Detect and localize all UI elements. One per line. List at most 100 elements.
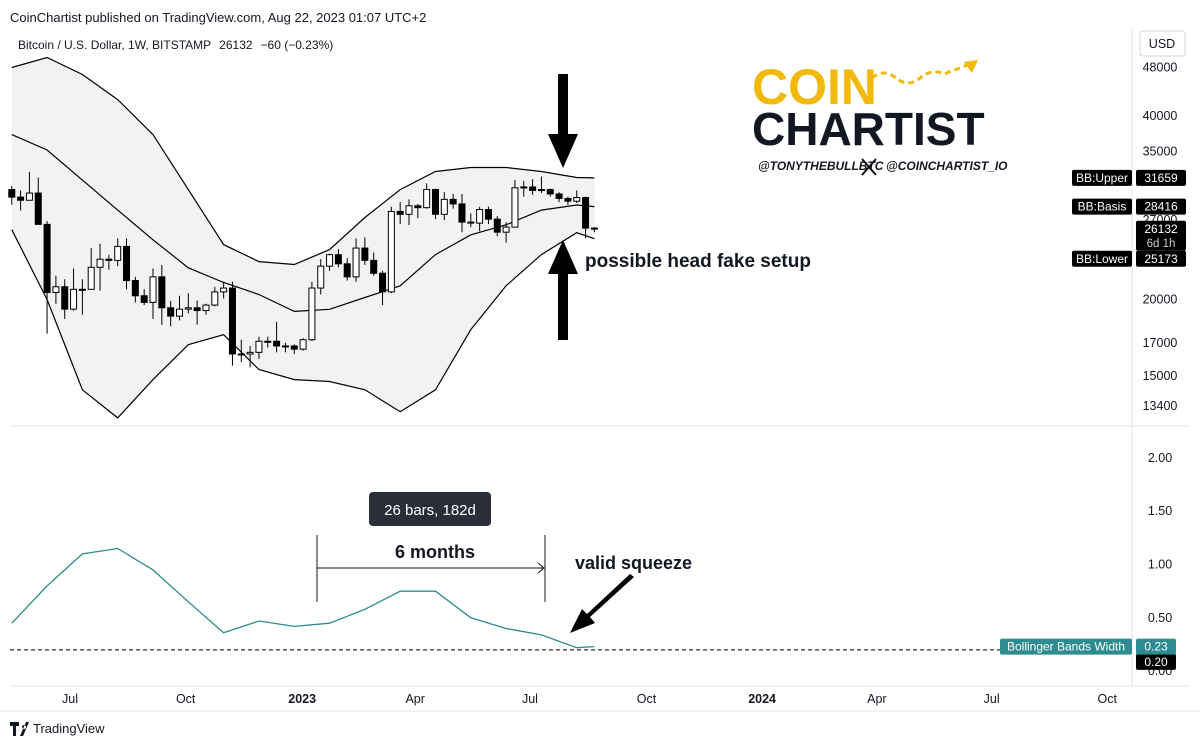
candle-body: [317, 265, 325, 289]
logo-handle: @TONYTHEBULLBTC: [758, 159, 884, 173]
series-value-tag-box: [1136, 638, 1176, 655]
candle-body: [405, 205, 413, 215]
plot-area: 4800040000350002700020000170001500013400…: [8, 56, 1186, 706]
candle-body: [175, 308, 183, 317]
candle-body: [493, 218, 501, 233]
down-arrow: [548, 74, 578, 168]
candle-body: [78, 288, 86, 291]
measure-label: 26 bars, 182d: [384, 502, 476, 519]
candle-body: [334, 254, 342, 265]
candle-body: [529, 186, 537, 191]
series-line: [11, 547, 595, 649]
candle-body: [149, 276, 157, 303]
candle-body: [361, 247, 369, 261]
candle-body: [273, 340, 281, 347]
band-name-tag-box: [1072, 250, 1132, 267]
logo-chartist: CHARTIST: [752, 103, 985, 155]
candle-body: [343, 263, 351, 278]
band-value-tag-box: [1136, 250, 1186, 267]
candle-body: [114, 245, 122, 261]
logo-arrow: [871, 62, 971, 85]
candle-body: [449, 198, 457, 205]
candle-body: [184, 307, 192, 310]
candle-body: [467, 221, 475, 224]
candle-body: [105, 258, 113, 261]
series-name-tag: Bollinger Bands Width: [1007, 640, 1125, 654]
band-name-tag: BB:Lower: [1076, 252, 1128, 266]
candle-body: [220, 287, 228, 293]
footer-logo: [10, 722, 29, 736]
y-tick-label: 40000: [1143, 109, 1178, 123]
candle-body: [537, 189, 545, 192]
candle-body: [25, 192, 33, 201]
reference-tag-box: [1136, 653, 1176, 670]
x-tick-label: 2024: [748, 692, 776, 706]
y-tick-label: 35000: [1143, 144, 1178, 158]
candle-body: [123, 245, 131, 282]
y-tick-label: 15000: [1143, 369, 1178, 383]
annotation: 6 months: [395, 542, 475, 562]
candle-body: [237, 353, 245, 356]
candle-body: [590, 227, 598, 230]
band-value-tag: 31659: [1144, 171, 1178, 185]
band-line: [11, 229, 595, 419]
candle-body: [52, 286, 60, 294]
candle-body: [326, 254, 334, 267]
candle-body: [458, 203, 466, 223]
band-value-tag: 25173: [1144, 252, 1178, 266]
publish-line: CoinChartist published on TradingView.co…: [10, 10, 426, 25]
candle-body: [476, 209, 484, 224]
y-tick-label: 0.50: [1148, 611, 1172, 625]
candle-body: [158, 276, 166, 309]
candle-body: [281, 345, 289, 348]
annotation: valid squeeze: [575, 553, 692, 573]
candle-body: [502, 226, 510, 233]
candle-body: [352, 247, 360, 278]
candle-body: [308, 287, 316, 341]
candle-body: [61, 286, 69, 310]
candle-body: [511, 187, 519, 228]
series-value-tag: 0.23: [1144, 640, 1168, 654]
candle-body: [423, 189, 431, 209]
candle-body: [140, 295, 148, 303]
candle-body: [34, 192, 42, 225]
band-value-tag: 28416: [1144, 200, 1178, 214]
candle-body: [379, 272, 387, 293]
series-name-tag-box: [1000, 638, 1132, 655]
band-value-tag-box: [1136, 169, 1186, 186]
annotation: possible head fake setup: [585, 251, 811, 272]
candle-body: [555, 193, 563, 199]
price-tag-box: [1136, 220, 1186, 251]
logo-coin: COIN: [752, 59, 877, 115]
x-tick-label: Apr: [867, 692, 886, 706]
y-tick-label: 20000: [1143, 293, 1178, 307]
x-tick-label: 2023: [288, 692, 316, 706]
band-line: [11, 56, 595, 266]
candle-body: [564, 197, 572, 202]
band-name-tag: BB:Basis: [1078, 200, 1127, 214]
candle-body: [17, 196, 25, 201]
reference-tag: 0.20: [1144, 655, 1168, 669]
footer-brand: TradingView: [33, 721, 105, 736]
x-tick-label: Apr: [405, 692, 424, 706]
band-value-tag-box: [1136, 198, 1186, 215]
currency[interactable]: USD: [1149, 37, 1175, 51]
price-tag: 26132: [1144, 222, 1178, 236]
candle-body: [70, 288, 78, 310]
countdown: 6d 1h: [1147, 238, 1176, 250]
x-icon: [861, 158, 877, 176]
candle-body: [484, 209, 492, 220]
currency-box[interactable]: [1139, 30, 1186, 57]
symbol-line: Bitcoin / U.S. Dollar, 1W, BITSTAMP 26132…: [18, 38, 333, 52]
band-name-tag: BB:Upper: [1076, 171, 1128, 185]
candle-body: [370, 259, 378, 274]
candle-body: [414, 205, 422, 209]
candle-body: [87, 266, 95, 290]
candle-body: [193, 307, 201, 312]
up-arrow: [548, 240, 578, 340]
measure-arrow: [537, 562, 545, 574]
band-name-tag-box: [1072, 169, 1132, 186]
y-tick-label: 13400: [1143, 399, 1178, 413]
